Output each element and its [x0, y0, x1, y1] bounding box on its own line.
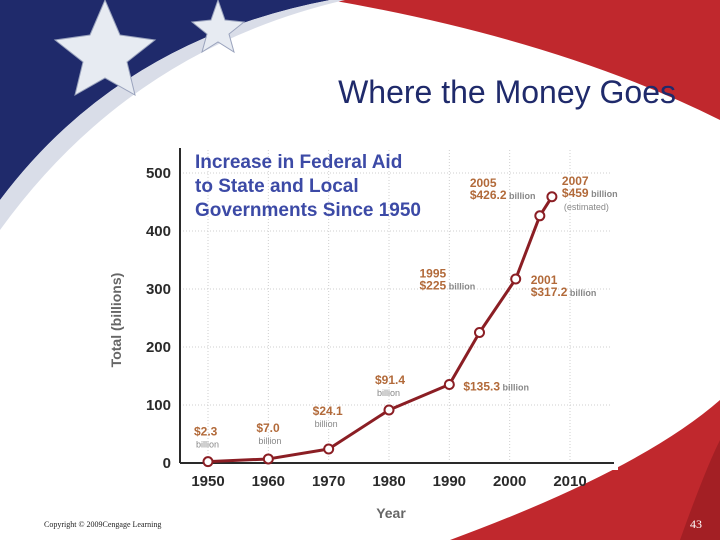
- data-label-unit: billion: [315, 419, 338, 429]
- data-label-2007: 2007$459 billion (estimated): [562, 174, 618, 212]
- y-tick-label: 400: [146, 223, 171, 240]
- y-tick-label: 300: [146, 281, 171, 298]
- data-label-2005: 2005$426.2 billion: [470, 176, 536, 202]
- y-tick-label: 100: [146, 397, 171, 414]
- data-label-value: $317.2 billion: [531, 285, 597, 299]
- y-tick-labels: 0 100 200 300 400 500: [146, 165, 171, 472]
- data-label-value: $225 billion: [420, 279, 476, 293]
- x-tick-label: 2000: [493, 473, 526, 490]
- data-label-value: $24.1: [313, 404, 343, 418]
- x-tick-label: 1990: [433, 473, 466, 490]
- data-point: [202, 456, 214, 468]
- data-label-unit: billion: [377, 388, 400, 398]
- data-label-unit: billion: [258, 436, 281, 446]
- x-tick-label: 1950: [191, 473, 224, 490]
- data-label-value: $91.4: [375, 373, 405, 387]
- chart-title: Increase in Federal Aid to State and Loca…: [195, 152, 421, 221]
- chart-grid: [180, 150, 610, 463]
- data-label-value: $135.3 billion: [463, 380, 529, 394]
- data-label-year: 1995: [420, 267, 447, 281]
- data-point: [510, 273, 522, 285]
- data-point: [474, 327, 485, 338]
- data-label-year: 2001: [531, 273, 558, 287]
- x-tick-label: 1980: [372, 473, 405, 490]
- data-markers: [202, 191, 558, 468]
- data-label-unit: billion: [446, 282, 475, 292]
- data-point: [534, 210, 546, 222]
- x-tick-label: 1970: [312, 473, 345, 490]
- data-label-value: $7.0: [256, 421, 280, 435]
- data-label-note: (estimated): [564, 202, 609, 212]
- x-tick-label: 1960: [252, 473, 285, 490]
- chart-title-line: Increase in Federal Aid: [195, 152, 402, 173]
- flag-red-stripe: [330, 0, 720, 120]
- y-tick-label: 0: [163, 455, 171, 472]
- data-label-unit: billion: [500, 383, 529, 393]
- chart-panel: [178, 140, 618, 470]
- page-number: 43: [690, 517, 702, 531]
- copyright-notice: Copyright © 2009Cengage Learning: [44, 520, 162, 529]
- chart-axes: [179, 148, 614, 464]
- data-label-value: $2.3: [194, 425, 218, 439]
- data-point: [383, 404, 395, 416]
- y-tick-label: 200: [146, 339, 171, 356]
- data-point: [262, 453, 274, 465]
- data-point: [323, 443, 335, 455]
- y-axis-title: Total (billions): [108, 273, 124, 368]
- x-tick-label: 2010: [553, 473, 586, 490]
- data-label-unit: billion: [567, 288, 596, 298]
- chart-title-line: to State and Local: [195, 176, 359, 197]
- x-tick-labels: 1950 1960 1970 1980 1990 2000 2010: [191, 473, 586, 490]
- data-label-unit: billion: [589, 189, 618, 199]
- data-label-value: $426.2 billion: [470, 188, 536, 202]
- data-label-1995: 1995$225 billion: [420, 267, 476, 293]
- data-point: [443, 379, 455, 391]
- data-label-year: 2005: [470, 176, 497, 190]
- chart-title-line: Governments Since 1950: [195, 200, 421, 221]
- data-labels: $2.3billion$7.0billion$24.1billion$91.4b…: [194, 174, 618, 450]
- flag-star-icon: [53, 0, 157, 97]
- data-label-unit: billion: [196, 440, 219, 450]
- data-label-year: 2007: [562, 174, 589, 188]
- slide-title: Where the Money Goes: [338, 74, 676, 110]
- x-axis-title: Year: [376, 505, 406, 521]
- data-label-unit: billion: [507, 191, 536, 201]
- flag-red-bottom: [450, 400, 720, 540]
- data-label-value: $459 billion: [562, 186, 618, 200]
- y-tick-label: 500: [146, 165, 171, 182]
- data-point: [546, 191, 558, 203]
- data-label-2001: 2001$317.2 billion: [531, 273, 597, 299]
- data-label-1990: $135.3 billion: [463, 380, 529, 394]
- flag-star-icon: [190, 0, 246, 54]
- flag-red-corner: [680, 440, 720, 540]
